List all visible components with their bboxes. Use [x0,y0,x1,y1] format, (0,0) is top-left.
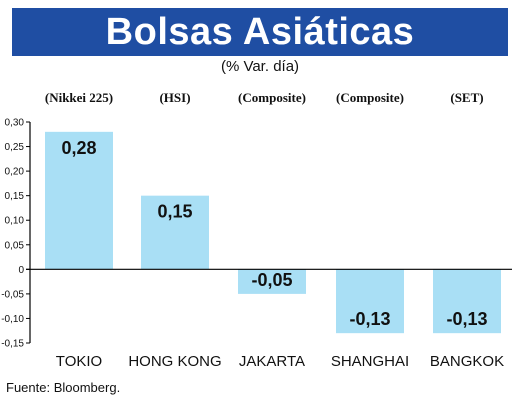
title-banner [12,8,508,56]
y-tick-label: 0,20 [5,167,25,178]
index-name-label: (Composite) [336,90,404,105]
data-label: 0,28 [61,138,96,158]
y-tick-label: 0,15 [5,191,25,202]
y-tick-label: 0,10 [5,216,25,227]
index-name-label: (Composite) [238,90,306,105]
y-tick-label: 0 [18,265,24,276]
source-note: Fuente: Bloomberg. [6,380,121,395]
data-label: -0,13 [446,309,487,329]
y-tick-label: 0,05 [5,240,25,251]
y-tick-label: -0,10 [1,314,24,325]
category-label: HONG KONG [128,353,221,370]
chart-title: Bolsas Asiáticas [105,11,415,53]
bar-hong-kong [141,195,209,270]
y-tick-label: 0,30 [5,118,25,129]
data-label: -0,05 [251,270,292,290]
category-label: TOKIO [56,353,102,370]
bar-bangkok [433,269,501,334]
data-label: 0,15 [157,202,192,222]
bar-shanghai [336,269,404,334]
bar-jakarta [238,269,306,294]
y-tick-label: -0,15 [1,339,24,350]
index-name-label: (SET) [450,90,483,105]
category-label: JAKARTA [239,353,305,370]
y-tick-label: -0,05 [1,289,24,300]
index-name-label: (HSI) [159,90,190,105]
y-tick-label: 0,25 [5,142,25,153]
index-name-label: (Nikkei 225) [45,90,113,105]
category-label: BANGKOK [430,353,504,370]
data-label: -0,13 [349,309,390,329]
category-label: SHANGHAI [331,353,409,370]
bar-tokio [45,131,113,270]
chart-subtitle: (% Var. día) [220,58,300,75]
